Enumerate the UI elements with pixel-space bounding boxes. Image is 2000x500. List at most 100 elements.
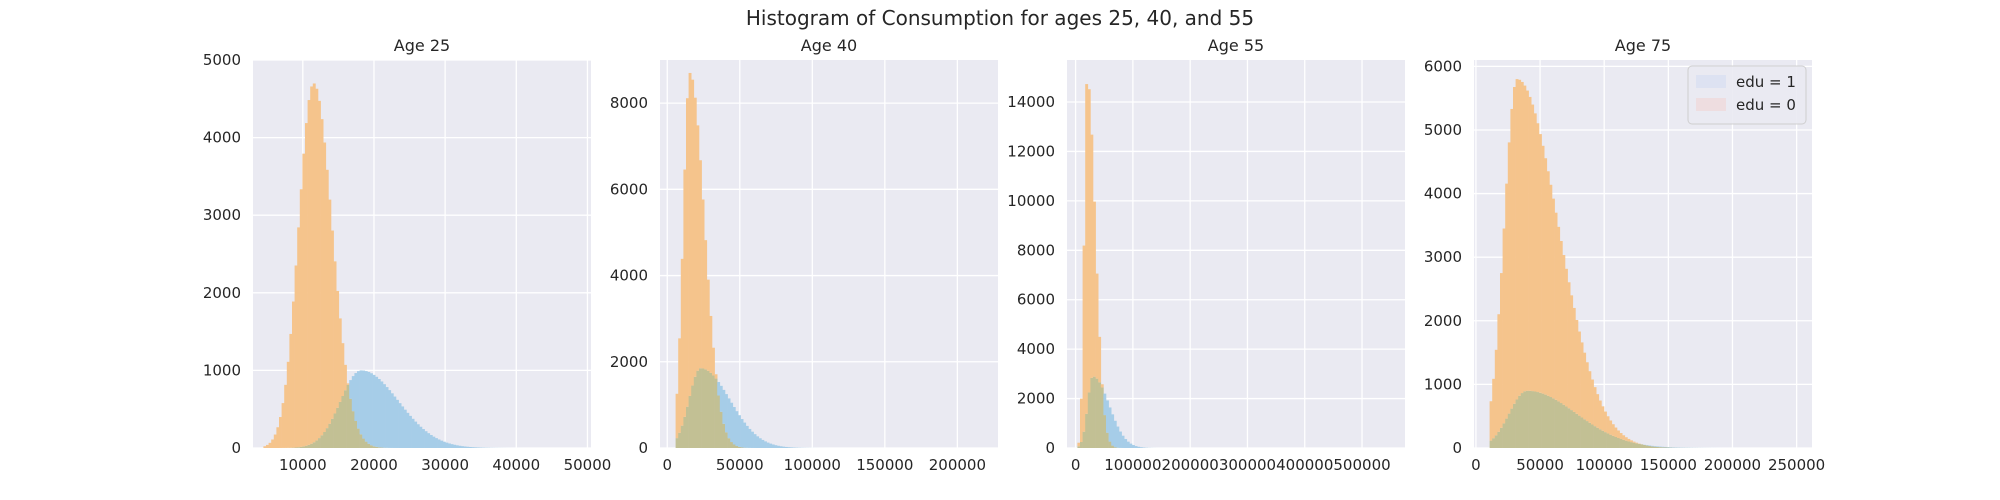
histogram-bar-edu0 (1489, 401, 1493, 441)
histogram-bar-overlap (1559, 403, 1563, 448)
histogram-bar-edu0 (273, 434, 277, 448)
histogram-bar-overlap (1609, 434, 1613, 448)
histogram-bar-overlap (1552, 398, 1555, 448)
histogram-bar-edu1 (471, 447, 475, 448)
histogram-bar-edu1 (357, 371, 360, 429)
histogram-bar-edu1 (463, 446, 467, 448)
histogram-bar-overlap (299, 446, 303, 448)
histogram-bar-overlap (1640, 444, 1644, 448)
y-tick-label: 5000 (1424, 121, 1462, 139)
histogram-bar-overlap (1554, 399, 1558, 448)
histogram-bar-edu0 (1596, 394, 1600, 428)
histogram-bar-overlap (680, 425, 684, 448)
histogram-bar-edu1 (1656, 446, 1659, 447)
histogram-bar-edu1 (761, 439, 765, 448)
histogram-bar-edu0 (1588, 371, 1592, 423)
x-tick-label: 250000 (1768, 456, 1825, 474)
histogram-bar-overlap (740, 447, 744, 448)
histogram-bar-edu0 (1583, 352, 1587, 420)
histogram-bar-edu1 (1113, 420, 1117, 448)
histogram-bar-overlap (318, 438, 321, 448)
histogram-bar-overlap (1098, 382, 1102, 448)
panel-3: 0 100000 200000 300000 400000 500000 0 2000 4000… (1007, 36, 1405, 474)
histogram-bar-edu0 (1598, 400, 1602, 430)
histogram-bar-overlap (709, 372, 713, 448)
histogram-bar-overlap (1588, 422, 1592, 448)
histogram-bar-overlap (333, 413, 337, 448)
histogram-bar-edu1 (372, 374, 376, 447)
histogram-bar-overlap (1596, 427, 1600, 448)
histogram-bar-edu0 (1575, 320, 1579, 414)
histogram-bar-overlap (354, 421, 358, 448)
histogram-bar-overlap (1090, 377, 1094, 448)
y-tick-label: 4000 (610, 267, 648, 285)
histogram-bar-edu1 (351, 376, 355, 412)
legend-swatch-edu1 (1696, 75, 1726, 88)
x-tick-label: 40000 (492, 456, 540, 474)
y-tick-label: 3000 (1424, 248, 1462, 266)
histogram-bar-overlap (1111, 445, 1115, 448)
histogram-bar-overlap (688, 395, 692, 448)
histogram-bar-edu0 (276, 427, 280, 448)
histogram-bar-edu0 (1572, 307, 1576, 412)
histogram-bar-overlap (1567, 408, 1571, 448)
histogram-bar-edu1 (753, 434, 757, 448)
histogram-bar-edu0 (1510, 108, 1514, 409)
histogram-bar-edu1 (1663, 446, 1667, 448)
histogram-bar-edu1 (1111, 414, 1115, 446)
histogram-bar-edu0 (320, 119, 324, 436)
histogram-bar-overlap (310, 443, 314, 448)
histogram-bar-edu0 (292, 301, 295, 448)
histogram-bar-overlap (693, 376, 697, 448)
x-tick-label: 150000 (1640, 456, 1697, 474)
histogram-bar-overlap (1663, 447, 1667, 448)
legend: edu = 1 edu = 0 (1687, 65, 1807, 125)
histogram-bar-overlap (1658, 447, 1662, 448)
y-tick-label: 0 (1452, 439, 1462, 457)
histogram-bar-overlap (302, 446, 306, 448)
histogram-bar-edu1 (390, 393, 394, 448)
histogram-bar-overlap (1578, 415, 1581, 448)
histogram-bar-edu0 (281, 403, 285, 448)
histogram-bar-edu0 (312, 83, 316, 443)
histogram-bar-edu1 (1108, 407, 1112, 442)
histogram-bar-overlap (372, 446, 376, 448)
histogram-bar-edu1 (468, 446, 472, 448)
histogram-bar-overlap (722, 423, 726, 448)
histogram-bar-edu1 (458, 445, 462, 448)
histogram-bar-edu1 (380, 381, 384, 448)
histogram-bar-overlap (732, 444, 736, 448)
histogram-bar-edu1 (414, 421, 418, 448)
x-tick-label: 20000 (350, 456, 398, 474)
histogram-bar-edu1 (375, 376, 379, 447)
histogram-bar-overlap (1643, 444, 1646, 448)
histogram-bar-edu0 (323, 142, 327, 432)
histogram-bar-edu1 (416, 424, 420, 448)
histogram-bar-edu0 (1539, 134, 1542, 393)
histogram-bar-edu0 (299, 189, 303, 447)
histogram-bar-edu0 (1609, 420, 1613, 435)
histogram-bar-edu1 (787, 447, 791, 448)
histogram-bar-overlap (1502, 423, 1506, 448)
histogram-bar-overlap (1565, 406, 1568, 448)
histogram-bar-overlap (294, 447, 298, 448)
histogram-bar-overlap (1523, 391, 1527, 448)
histogram-bar-overlap (1108, 441, 1112, 448)
histogram-bar-edu1 (1129, 443, 1133, 448)
legend-label-edu0: edu = 0 (1736, 96, 1796, 114)
histogram-bar-edu1 (383, 384, 386, 448)
histogram-bar-overlap (331, 418, 334, 448)
histogram-bar-overlap (1533, 391, 1537, 448)
histogram-bar-overlap (357, 428, 360, 448)
x-tick-label: 150000 (856, 456, 913, 474)
histogram-bar-edu1 (1650, 445, 1654, 447)
histogram-bar-edu0 (680, 258, 684, 426)
histogram-bar-overlap (1570, 410, 1574, 448)
histogram-bar-edu1 (784, 446, 788, 448)
histogram-bar-edu1 (766, 442, 770, 448)
x-tick-label: 10000 (279, 456, 327, 474)
histogram-bar-overlap (377, 447, 381, 448)
histogram-bar-edu1 (424, 431, 428, 448)
histogram-bar-overlap (1604, 432, 1607, 448)
histogram-bar-overlap (706, 370, 710, 448)
